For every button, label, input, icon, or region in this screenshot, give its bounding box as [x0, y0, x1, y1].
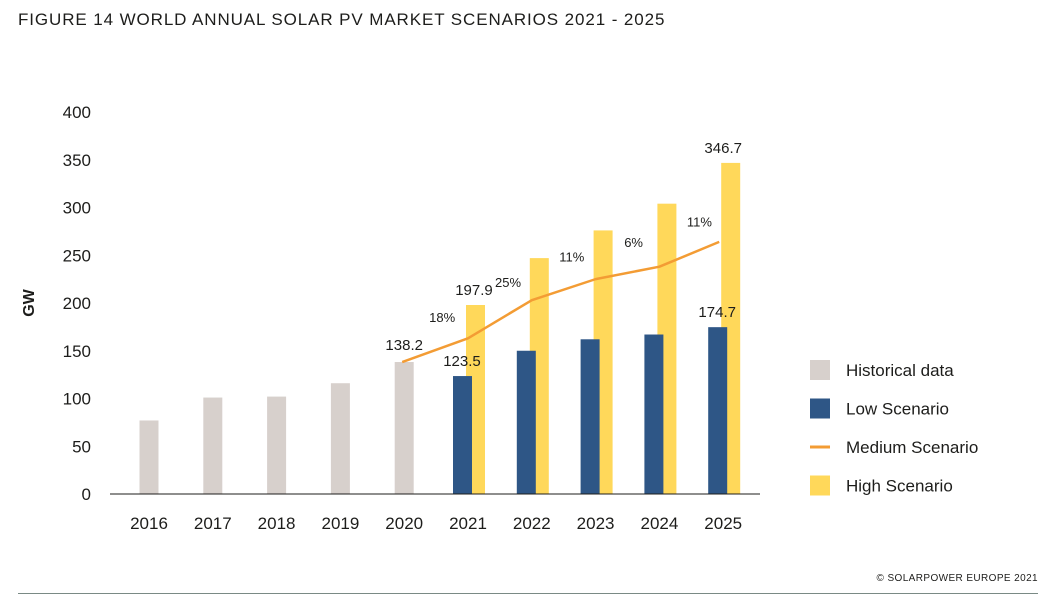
- bar-low-scenario: [580, 339, 600, 494]
- bar-low-scenario: [708, 327, 728, 494]
- medium-scenario-line: [401, 240, 720, 364]
- y-tick-label: 300: [63, 199, 91, 218]
- growth-label: 18%: [429, 310, 455, 325]
- legend-label: Low Scenario: [846, 400, 949, 419]
- bar-low-scenario: [516, 350, 536, 494]
- y-tick-label: 150: [63, 342, 91, 361]
- bar-low-scenario: [644, 334, 664, 494]
- x-tick-label: 2022: [513, 514, 551, 533]
- bar-historical: [394, 362, 414, 494]
- footer-divider: [18, 593, 1038, 594]
- y-tick-label: 50: [72, 437, 91, 456]
- copyright-text: © SOLARPOWER EUROPE 2021: [876, 573, 1038, 584]
- x-axis-ticks: 2016 2017 2018 2019 2020 2021 2022 2023 2024 2025: [130, 514, 742, 533]
- growth-label: 25%: [495, 275, 521, 290]
- bar-historical: [330, 383, 350, 494]
- legend-item: Medium Scenario: [810, 438, 978, 457]
- legend-swatch: [810, 475, 830, 496]
- legend-item: High Scenario: [810, 475, 953, 496]
- bar-low-scenario: [453, 376, 472, 494]
- bars: [139, 162, 741, 495]
- growth-label: 6%: [624, 235, 643, 250]
- y-tick-label: 400: [63, 103, 91, 122]
- data-label: 138.2: [385, 337, 423, 354]
- y-tick-label: 0: [82, 485, 91, 504]
- growth-label: 11%: [687, 214, 712, 229]
- y-axis-title: GW: [21, 288, 38, 316]
- bar-historical: [139, 420, 159, 494]
- legend: Historical data Low Scenario Medium Scenar…: [810, 360, 978, 496]
- medium-scenario-polyline: [401, 240, 720, 364]
- x-tick-label: 2017: [194, 514, 232, 533]
- legend-item: Historical data: [810, 360, 954, 380]
- data-label: 174.7: [698, 304, 736, 321]
- x-tick-label: 2019: [321, 514, 359, 533]
- data-label: 123.5: [443, 353, 481, 370]
- x-tick-label: 2016: [130, 514, 168, 533]
- legend-label: Medium Scenario: [846, 438, 978, 457]
- y-tick-label: 350: [63, 151, 91, 170]
- x-tick-label: 2023: [577, 514, 615, 533]
- x-tick-label: 2021: [449, 514, 487, 533]
- legend-label: Historical data: [846, 361, 954, 380]
- bar-historical: [203, 397, 223, 494]
- x-tick-label: 2018: [258, 514, 296, 533]
- data-label: 197.9: [455, 282, 493, 299]
- data-label: 346.7: [704, 140, 742, 157]
- y-tick-label: 200: [63, 294, 91, 313]
- legend-swatch: [810, 360, 830, 380]
- growth-label: 11%: [559, 250, 584, 265]
- data-labels: 138.2 123.5 197.9 174.7 346.7 18% 25% 11% 6% 11%: [385, 140, 742, 370]
- figure-title: FIGURE 14 WORLD ANNUAL SOLAR PV MARKET S…: [18, 10, 666, 29]
- bar-historical: [267, 396, 287, 494]
- y-tick-label: 100: [63, 390, 91, 409]
- y-tick-label: 250: [63, 246, 91, 265]
- legend-swatch: [810, 398, 830, 419]
- legend-item: Low Scenario: [810, 398, 949, 419]
- x-tick-label: 2025: [704, 514, 742, 533]
- x-tick-label: 2024: [640, 514, 678, 533]
- x-tick-label: 2020: [385, 514, 423, 533]
- y-axis-ticks: 0 50 100 150 200 250 300 350 400: [63, 103, 91, 504]
- legend-label: High Scenario: [846, 477, 953, 496]
